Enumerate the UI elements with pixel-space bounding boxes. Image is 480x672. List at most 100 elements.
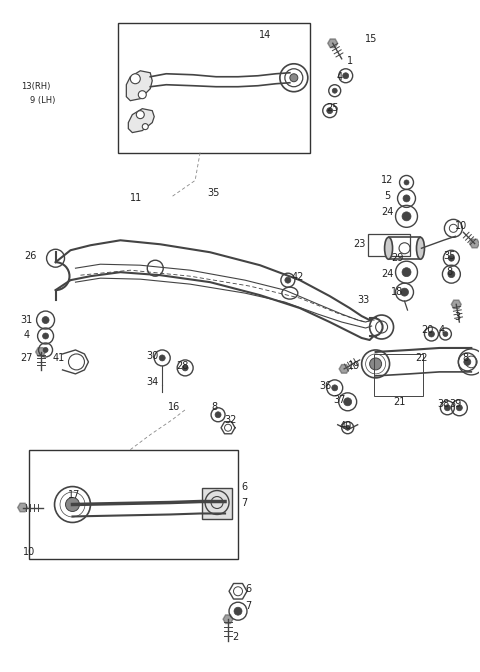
Text: 3: 3: [454, 312, 460, 322]
Text: 14: 14: [259, 30, 271, 40]
Text: 22: 22: [415, 353, 428, 363]
Circle shape: [332, 385, 338, 391]
Circle shape: [403, 195, 410, 202]
Bar: [373, 354, 423, 396]
Polygon shape: [128, 109, 154, 132]
Polygon shape: [339, 365, 349, 373]
Circle shape: [332, 88, 337, 93]
Text: 42: 42: [292, 272, 304, 282]
Circle shape: [130, 74, 140, 84]
Text: 8: 8: [446, 267, 453, 277]
Circle shape: [402, 267, 411, 277]
Polygon shape: [451, 300, 461, 308]
Text: 4: 4: [438, 325, 444, 335]
Circle shape: [290, 74, 298, 82]
Circle shape: [464, 358, 471, 366]
Circle shape: [65, 497, 80, 511]
Circle shape: [215, 412, 221, 418]
Bar: [389, 237, 420, 259]
Text: 21: 21: [393, 396, 406, 407]
Circle shape: [159, 355, 165, 361]
Text: 15: 15: [365, 34, 378, 44]
Circle shape: [138, 91, 146, 99]
Circle shape: [343, 73, 348, 79]
Text: 11: 11: [130, 194, 143, 204]
Text: 41: 41: [52, 353, 65, 363]
Text: 20: 20: [421, 325, 433, 335]
Text: 40: 40: [339, 421, 352, 431]
Bar: [29, 450, 238, 559]
Text: 16: 16: [168, 402, 180, 412]
Text: 31: 31: [21, 315, 33, 325]
Text: 26: 26: [24, 251, 37, 261]
Text: 8: 8: [211, 402, 217, 412]
Text: 6: 6: [241, 482, 247, 491]
Polygon shape: [223, 615, 233, 624]
Bar: [119, 23, 310, 153]
Text: 32: 32: [224, 415, 236, 425]
Circle shape: [182, 365, 188, 371]
Text: 7: 7: [245, 601, 251, 612]
Text: 8: 8: [462, 353, 468, 363]
Text: 17: 17: [68, 489, 81, 499]
Circle shape: [136, 111, 144, 119]
Text: 18: 18: [391, 287, 404, 297]
Text: 28: 28: [176, 361, 188, 371]
Circle shape: [285, 277, 291, 283]
Text: 24: 24: [382, 208, 394, 217]
Text: 4: 4: [24, 330, 30, 340]
Polygon shape: [126, 71, 152, 101]
Bar: [202, 488, 232, 519]
Text: 5: 5: [384, 192, 391, 202]
Circle shape: [344, 398, 352, 406]
Text: 29: 29: [391, 253, 404, 263]
Text: 30: 30: [146, 351, 158, 361]
Text: 19: 19: [348, 361, 360, 371]
Ellipse shape: [417, 237, 424, 259]
Text: 23: 23: [353, 239, 366, 249]
Text: 7: 7: [241, 497, 247, 507]
Text: 13(RH): 13(RH): [21, 82, 50, 91]
Text: 37: 37: [334, 395, 346, 405]
Circle shape: [142, 124, 148, 130]
Text: 35: 35: [207, 188, 219, 198]
Circle shape: [448, 271, 455, 278]
Text: 9 (LH): 9 (LH): [30, 96, 56, 106]
Circle shape: [234, 607, 242, 615]
Polygon shape: [18, 503, 28, 512]
Polygon shape: [36, 347, 46, 356]
Circle shape: [448, 255, 455, 261]
Polygon shape: [469, 239, 480, 248]
Ellipse shape: [384, 237, 393, 259]
Polygon shape: [328, 39, 338, 48]
Circle shape: [443, 331, 448, 337]
Text: 1: 1: [347, 56, 353, 66]
Circle shape: [43, 333, 48, 339]
Circle shape: [456, 405, 462, 411]
Text: 24: 24: [382, 269, 394, 279]
Circle shape: [345, 425, 350, 430]
Circle shape: [43, 347, 48, 352]
Circle shape: [404, 180, 409, 185]
Text: 36: 36: [320, 381, 332, 391]
Text: 25: 25: [326, 103, 339, 113]
Text: 2: 2: [232, 632, 238, 642]
Text: 35: 35: [443, 251, 456, 261]
Text: 6: 6: [245, 584, 251, 594]
Circle shape: [402, 212, 411, 221]
Text: 4: 4: [336, 72, 343, 82]
Text: 10: 10: [455, 221, 468, 231]
Circle shape: [327, 108, 333, 114]
Text: 12: 12: [382, 175, 394, 185]
Circle shape: [42, 317, 49, 323]
Circle shape: [429, 331, 434, 337]
Bar: [368, 235, 409, 256]
Text: 34: 34: [146, 377, 158, 387]
Circle shape: [370, 358, 382, 370]
Text: 33: 33: [358, 295, 370, 305]
Text: 38: 38: [437, 398, 450, 409]
Circle shape: [400, 288, 408, 296]
Text: 27: 27: [20, 353, 33, 363]
Text: 39: 39: [449, 398, 461, 409]
Circle shape: [444, 405, 450, 411]
